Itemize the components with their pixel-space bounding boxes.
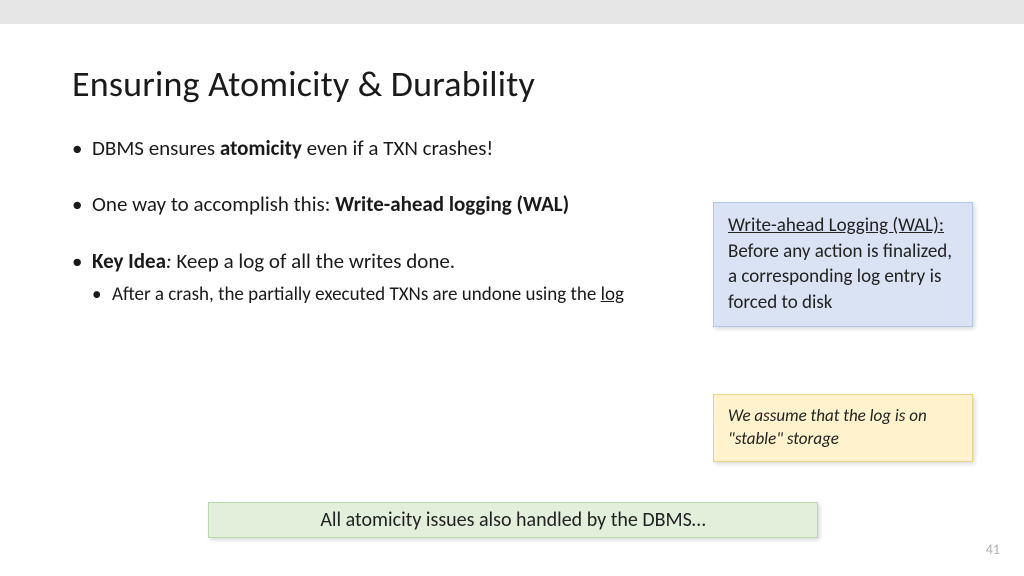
bullet-3: Key Idea: Keep a log of all the writes d… [72,247,662,308]
text-underline: log [601,283,624,306]
sub-bullet-1: After a crash, the partially executed TX… [92,283,662,308]
slide-title: Ensuring Atomicity & Durability [72,62,535,106]
main-bullets: DBMS ensures atomicity even if a TXN cra… [72,134,662,336]
callout-blue: Write-ahead Logging (WAL): Before any ac… [713,202,973,327]
text: even if a TXN crashes! [302,135,493,161]
text: One way to accomplish this: [92,191,335,217]
callout-text: Before any action is finalized, a corres… [728,240,952,314]
bullet-2: One way to accomplish this: Write-ahead … [72,190,662,218]
bullet-1: DBMS ensures atomicity even if a TXN cra… [72,134,662,162]
text: After a crash, the partially executed TX… [112,283,601,306]
text: DBMS ensures [92,135,220,161]
text-bold: Key Idea [92,248,166,274]
window-topbar [0,0,1024,24]
text-bold: atomicity [220,135,302,161]
callout-green: All atomicity issues also handled by the… [208,502,818,538]
page-number: 41 [986,541,1000,558]
callout-yellow: We assume that the log is on "stable" st… [713,394,973,462]
text: Keep a log of all the writes done. [172,248,456,274]
text-bold: Write-ahead logging (WAL) [335,191,569,217]
callout-heading: Write-ahead Logging (WAL): [728,214,944,237]
slide-body: Ensuring Atomicity & Durability DBMS ens… [0,24,1024,576]
